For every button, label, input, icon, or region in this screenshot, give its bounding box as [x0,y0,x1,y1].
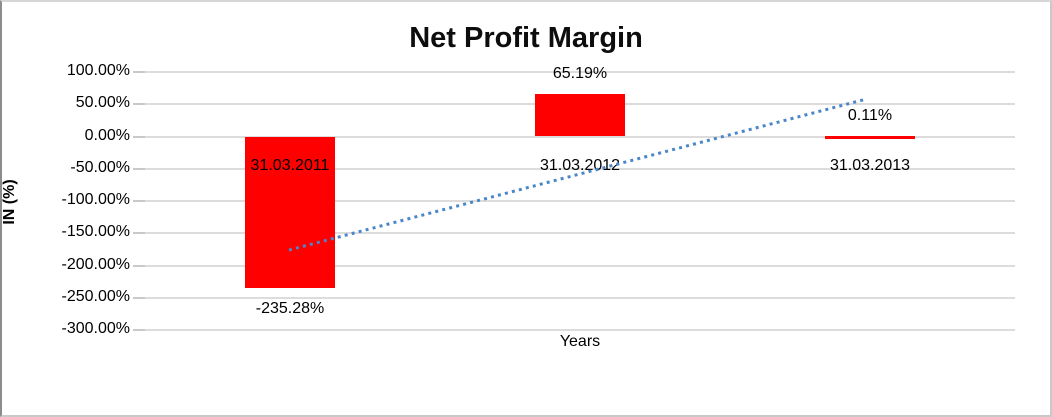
gridline [145,264,1015,267]
y-tick-label: -250.00% [61,287,131,305]
y-tick-label: -50.00% [70,158,130,176]
y-tick-label: 100.00% [66,62,130,79]
y-tick-mark [133,329,145,331]
y-tick-label: -100.00% [61,191,131,208]
y-tick-mark [133,167,145,170]
bar [825,136,915,139]
chart-title: Net Profit Margin [409,22,643,54]
y-tick-label: -150.00% [61,223,131,241]
y-tick-label: -200.00% [61,255,131,273]
x-axis-title: Years [559,333,601,350]
y-tick-label: 50.00% [75,94,130,112]
data-label: 65.19% [552,65,608,83]
category-label: 31.03.2013 [829,156,911,174]
y-axis-title: IN (%) [1,179,18,225]
gridline [145,71,1015,73]
y-tick-mark [133,264,145,267]
y-tick-mark [133,296,145,299]
data-label: 0.11% [847,107,893,125]
y-tick-mark [133,135,145,138]
bar [535,94,625,137]
y-tick-label: 0.00% [84,126,130,144]
gridline [145,296,1015,299]
category-label: 31.03.2011 [250,156,330,174]
y-tick-mark [133,103,145,106]
gridline [145,329,1015,331]
data-label: -235.28% [255,300,325,318]
y-tick-mark [133,71,145,73]
category-label: 31.03.2012 [539,156,621,174]
y-tick-mark [133,232,145,235]
y-tick-label: -300.00% [61,320,131,337]
y-tick-mark [133,200,145,202]
